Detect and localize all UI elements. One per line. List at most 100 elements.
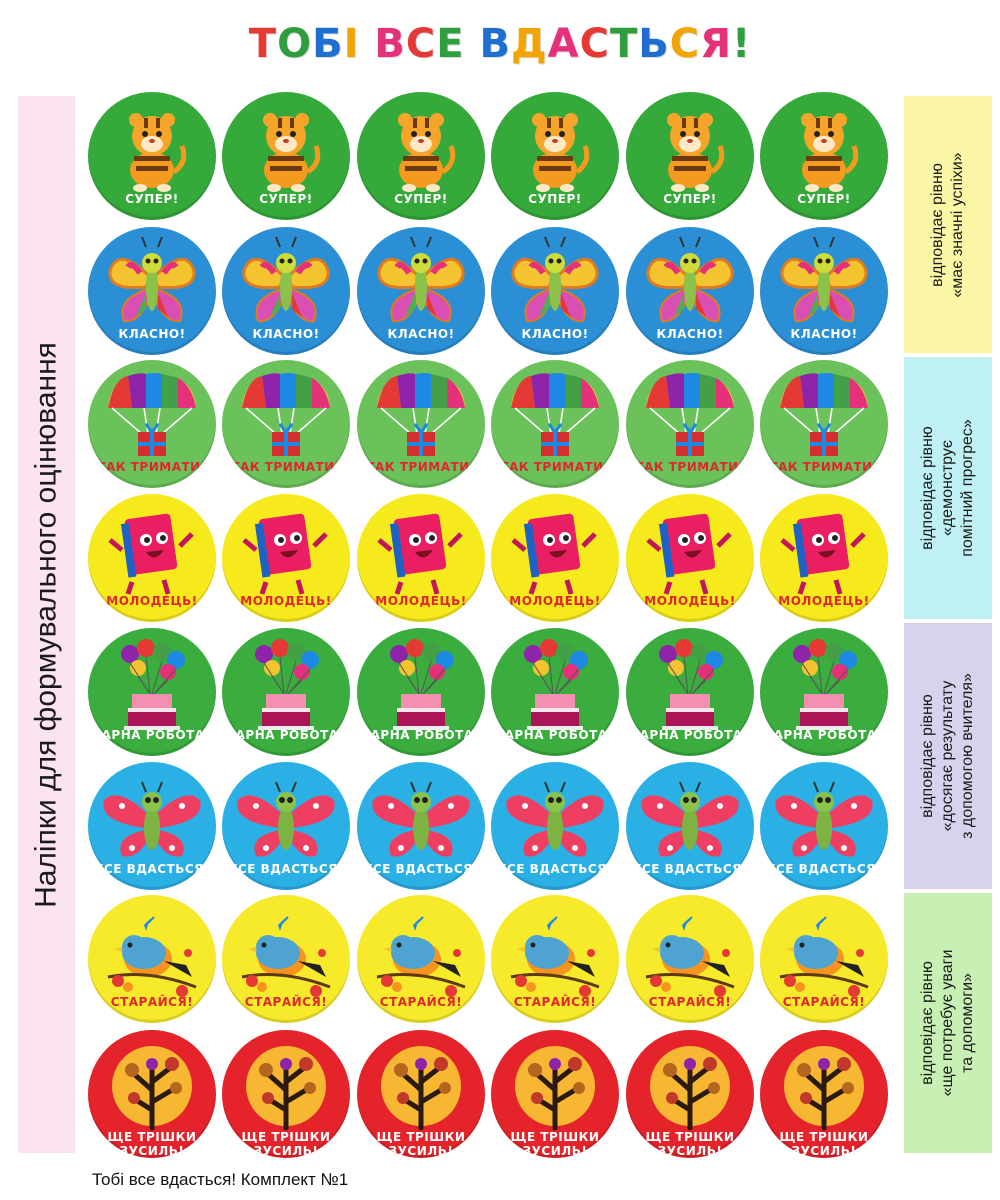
sticker-caption: ЩЕ ТРІШКИ ЗУСИЛЬ! [107, 1130, 197, 1158]
sticker: ЩЕ ТРІШКИ ЗУСИЛЬ! [357, 1030, 485, 1158]
level-box-1 [904, 96, 992, 353]
sticker-caption: КЛАСНО! [118, 327, 186, 341]
butterfly-icon [242, 236, 330, 323]
tiger-icon [667, 113, 725, 192]
sticker-caption: ТАК ТРИМАТИ! [769, 460, 879, 474]
level-box-2 [904, 357, 992, 619]
sticker-caption: СТАРАЙСЯ! [110, 995, 194, 1009]
page-title: ТОБІ ВСЕ ВДАСТЬСЯ! [0, 14, 1000, 74]
sticker: ГАРНА РОБОТА! [222, 628, 350, 756]
tiger-icon [801, 113, 859, 192]
level-box-3 [904, 623, 992, 889]
title-letter: С [579, 21, 610, 67]
sticker-caption: ТАК ТРИМАТИ! [635, 460, 745, 474]
tiger-icon [129, 113, 187, 192]
sticker: ЩЕ ТРІШКИ ЗУСИЛЬ! [222, 1030, 350, 1158]
title-letter: С [405, 21, 437, 67]
title-letter: В [479, 21, 512, 67]
title-letter: Б [312, 21, 344, 67]
sticker: СТАРАЙСЯ! [491, 895, 619, 1023]
footer-text: Тобі все вдасться! Комплект №1 [92, 1170, 349, 1189]
sticker-caption: ЩЕ ТРІШКИ ЗУСИЛЬ! [241, 1130, 331, 1158]
sticker: СУПЕР! [222, 92, 350, 220]
tree-icon [784, 1046, 864, 1131]
book-icon [646, 513, 732, 595]
sticker: ТАК ТРИМАТИ! [491, 360, 619, 488]
sticker-caption: СУПЕР! [797, 192, 851, 206]
sticker: ГАРНА РОБОТА! [491, 628, 619, 756]
sticker: СУПЕР! [760, 92, 888, 220]
title-letter: Д [511, 21, 548, 67]
title-letter: О [277, 21, 313, 67]
bird-icon [241, 916, 331, 997]
tree-icon [515, 1046, 595, 1131]
bird-icon [376, 916, 466, 997]
sticker-caption: КЛАСНО! [252, 327, 320, 341]
sticker-caption: УСЕ ВДАСТЬСЯ! [632, 862, 748, 876]
left-label-band [18, 96, 75, 1153]
book-icon [377, 513, 463, 595]
title-letter: ! [731, 21, 752, 67]
bird-icon [107, 916, 197, 997]
sticker-caption: МОЛОДЕЦЬ! [778, 594, 870, 608]
bird-icon [510, 916, 600, 997]
sticker-caption: МОЛОДЕЦЬ! [644, 594, 736, 608]
sticker: ТАК ТРИМАТИ! [626, 360, 754, 488]
cake-balloons-icon [255, 639, 319, 730]
sticker-caption: УСЕ ВДАСТЬСЯ! [363, 862, 479, 876]
parachute-gift-icon [511, 373, 599, 456]
parachute-gift-icon [646, 373, 734, 456]
sticker: КЛАСНО! [760, 227, 888, 355]
sticker: МОЛОДЕЦЬ! [626, 494, 754, 622]
bird-icon [779, 916, 869, 997]
tiger-icon [263, 113, 321, 192]
sticker-caption: СТАРАЙСЯ! [379, 995, 463, 1009]
sticker-caption: МОЛОДЕЦЬ! [509, 594, 601, 608]
sticker-caption: ГАРНА РОБОТА! [496, 728, 614, 742]
sticker-caption: ГАРНА РОБОТА! [93, 728, 211, 742]
level-box-4 [904, 893, 992, 1153]
sticker: СУПЕР! [88, 92, 216, 220]
sticker-caption: УСЕ ВДАСТЬСЯ! [766, 862, 882, 876]
pink-butterfly-icon [372, 781, 470, 857]
title-letter: Я [700, 21, 732, 67]
tree-icon [381, 1046, 461, 1131]
sticker: СТАРАЙСЯ! [357, 895, 485, 1023]
sticker-caption: СУПЕР! [394, 192, 448, 206]
sticker: ГАРНА РОБОТА! [357, 628, 485, 756]
sticker-caption: КЛАСНО! [656, 327, 724, 341]
title-letter: Е [436, 21, 465, 67]
sticker: МОЛОДЕЦЬ! [491, 494, 619, 622]
sticker: СУПЕР! [491, 92, 619, 220]
sticker-caption: ТАК ТРИМАТИ! [366, 460, 476, 474]
sticker: КЛАСНО! [491, 227, 619, 355]
book-icon [108, 513, 194, 595]
tree-icon [650, 1046, 730, 1131]
sticker: ТАК ТРИМАТИ! [88, 360, 216, 488]
butterfly-icon [646, 236, 734, 323]
tiger-icon [398, 113, 456, 192]
sticker: СТАРАЙСЯ! [626, 895, 754, 1023]
sticker: СТАРАЙСЯ! [88, 895, 216, 1023]
sticker-caption: СТАРАЙСЯ! [244, 995, 328, 1009]
book-icon [780, 513, 866, 595]
sticker: УСЕ ВДАСТЬСЯ! [357, 762, 485, 890]
sticker-caption: ТАК ТРИМАТИ! [231, 460, 341, 474]
sticker-caption: ГАРНА РОБОТА! [631, 728, 749, 742]
cake-balloons-icon [524, 639, 588, 730]
cake-balloons-icon [793, 639, 857, 730]
parachute-gift-icon [108, 373, 196, 456]
butterfly-icon [108, 236, 196, 323]
sticker-caption: ГАРНА РОБОТА! [362, 728, 480, 742]
sticker: ГАРНА РОБОТА! [626, 628, 754, 756]
tree-icon [246, 1046, 326, 1131]
pink-butterfly-icon [237, 781, 335, 857]
sticker: СТАРАЙСЯ! [222, 895, 350, 1023]
title-letter: Т [248, 21, 278, 67]
book-icon [511, 513, 597, 595]
sticker: УСЕ ВДАСТЬСЯ! [88, 762, 216, 890]
sticker-caption: УСЕ ВДАСТЬСЯ! [228, 862, 344, 876]
sticker: УСЕ ВДАСТЬСЯ! [626, 762, 754, 890]
sticker: ЩЕ ТРІШКИ ЗУСИЛЬ! [760, 1030, 888, 1158]
